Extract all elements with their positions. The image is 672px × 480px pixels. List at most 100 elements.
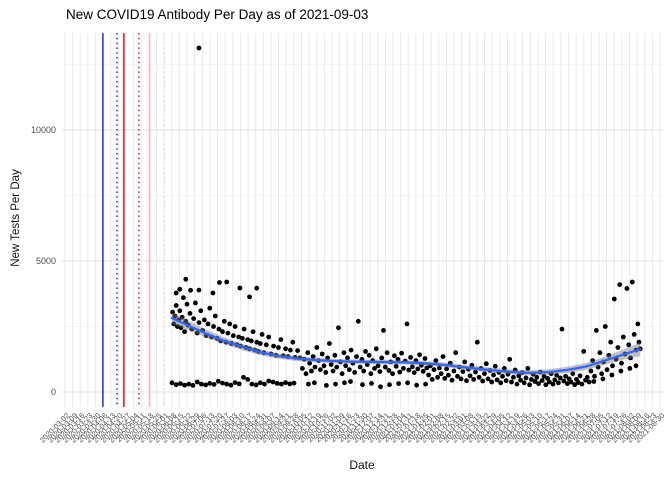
data-point bbox=[312, 380, 317, 386]
data-point bbox=[205, 321, 211, 327]
data-point bbox=[426, 372, 431, 378]
data-point bbox=[216, 326, 222, 332]
data-point bbox=[406, 367, 412, 373]
data-point bbox=[410, 364, 415, 370]
data-point bbox=[442, 376, 448, 381]
data-point bbox=[494, 377, 500, 383]
data-point bbox=[404, 321, 410, 327]
data-point bbox=[334, 364, 340, 370]
data-point bbox=[492, 363, 498, 369]
data-point bbox=[552, 377, 558, 383]
data-point bbox=[631, 332, 637, 337]
data-point bbox=[534, 374, 540, 380]
data-point bbox=[333, 381, 338, 387]
data-point bbox=[225, 330, 231, 336]
data-point bbox=[266, 378, 272, 384]
data-point bbox=[207, 305, 213, 311]
x-axis-tick-labels: 2020-03-02 2020-03-09 2020-03-16 2020-03-23… bbox=[38, 409, 666, 457]
data-point bbox=[581, 349, 587, 354]
data-point bbox=[354, 354, 359, 359]
data-point bbox=[570, 371, 576, 377]
data-point bbox=[471, 377, 477, 382]
data-point bbox=[321, 363, 327, 369]
data-point bbox=[411, 370, 417, 375]
data-point bbox=[312, 364, 318, 370]
data-point bbox=[396, 381, 401, 386]
data-point bbox=[227, 321, 233, 327]
data-point bbox=[636, 339, 642, 345]
x-axis-title: Date bbox=[349, 458, 375, 472]
data-point bbox=[431, 367, 437, 373]
data-point bbox=[525, 366, 531, 371]
data-point bbox=[230, 333, 236, 339]
data-point bbox=[211, 382, 217, 387]
data-point bbox=[248, 338, 254, 344]
data-point bbox=[577, 373, 583, 379]
data-point bbox=[263, 342, 269, 348]
data-point bbox=[604, 367, 610, 373]
data-point bbox=[295, 348, 300, 353]
data-point bbox=[305, 350, 311, 356]
data-point bbox=[271, 343, 276, 349]
data-point bbox=[196, 320, 202, 325]
data-point bbox=[523, 375, 529, 381]
data-point bbox=[247, 294, 252, 300]
data-point bbox=[325, 355, 330, 361]
data-point bbox=[375, 363, 381, 369]
data-point bbox=[228, 382, 234, 388]
data-point bbox=[241, 374, 246, 380]
data-point bbox=[211, 324, 216, 329]
data-point bbox=[170, 309, 175, 315]
data-point bbox=[618, 368, 624, 374]
data-point bbox=[173, 290, 179, 296]
data-point bbox=[207, 381, 213, 386]
data-point bbox=[507, 356, 513, 362]
data-point bbox=[194, 330, 200, 336]
data-point bbox=[547, 379, 552, 385]
data-point bbox=[336, 325, 341, 331]
data-point bbox=[348, 347, 354, 353]
data-point bbox=[600, 376, 606, 382]
data-point bbox=[393, 363, 399, 369]
data-point bbox=[579, 381, 585, 387]
data-point bbox=[405, 380, 410, 386]
data-point bbox=[462, 359, 468, 365]
data-point bbox=[193, 300, 198, 306]
data-point bbox=[364, 362, 370, 367]
data-point bbox=[372, 366, 377, 371]
data-point bbox=[575, 380, 581, 385]
data-point bbox=[543, 382, 549, 388]
data-point bbox=[379, 355, 385, 361]
data-point bbox=[408, 355, 413, 360]
data-point bbox=[342, 380, 347, 386]
data-point bbox=[341, 350, 347, 356]
data-point bbox=[178, 381, 183, 386]
data-point bbox=[545, 376, 550, 381]
data-point bbox=[559, 326, 565, 332]
data-point bbox=[554, 372, 559, 378]
data-point bbox=[188, 287, 193, 293]
data-point bbox=[355, 318, 361, 324]
data-point bbox=[177, 286, 183, 292]
data-point bbox=[420, 368, 426, 374]
data-point bbox=[241, 326, 247, 332]
data-point bbox=[455, 373, 460, 379]
data-point bbox=[384, 350, 390, 356]
data-point bbox=[323, 370, 329, 375]
data-point bbox=[194, 379, 200, 385]
data-point bbox=[563, 373, 568, 379]
data-point bbox=[307, 360, 312, 366]
data-point bbox=[619, 360, 624, 366]
data-point bbox=[437, 365, 442, 371]
data-point bbox=[483, 361, 489, 367]
data-point bbox=[387, 382, 392, 388]
data-point bbox=[527, 382, 532, 388]
data-point bbox=[382, 364, 388, 370]
data-point bbox=[287, 381, 293, 387]
data-point bbox=[283, 346, 288, 352]
data-point bbox=[346, 367, 352, 373]
data-point bbox=[278, 337, 284, 342]
data-point bbox=[182, 382, 187, 388]
data-point bbox=[541, 373, 547, 379]
